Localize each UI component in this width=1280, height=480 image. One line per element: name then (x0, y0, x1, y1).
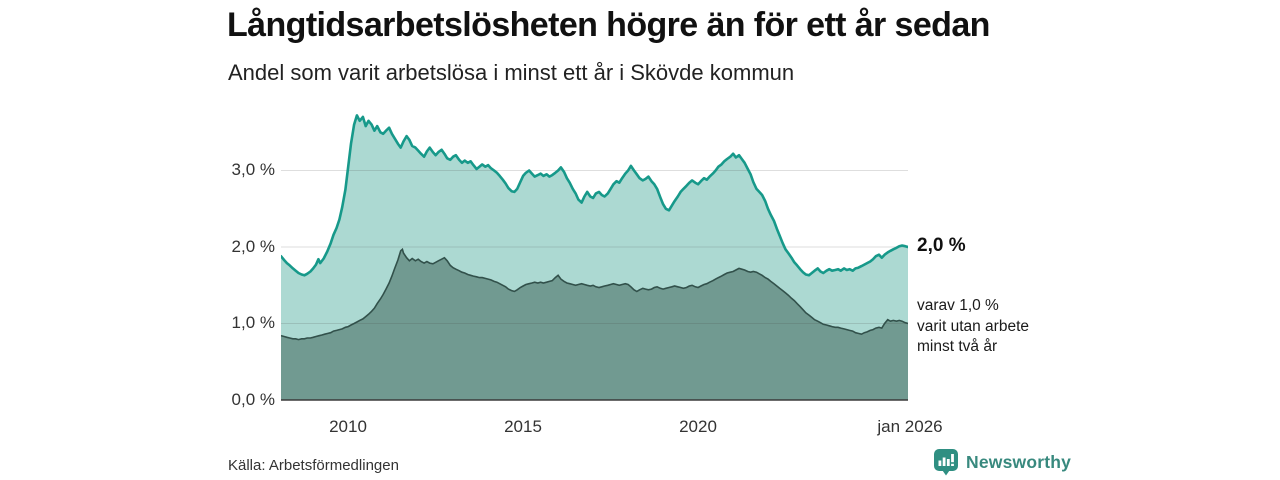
x-tick-2010: 2010 (329, 417, 367, 436)
plot-svg (281, 114, 908, 401)
y-tick-2: 2,0 % (231, 237, 275, 256)
end-value-label: 2,0 % (917, 235, 966, 256)
newsworthy-logo-text: Newsworthy (966, 451, 1072, 472)
x-tick-jan-2026: jan 2026 (877, 417, 943, 436)
area-two-years-series (281, 249, 908, 400)
end-note-line-2: varit utan arbete (917, 317, 1030, 335)
y-tick-3: 3,0 % (231, 160, 275, 179)
chart-subtitle: Andel som varit arbetslösa i minst ett å… (228, 60, 795, 85)
newsworthy-logo-link[interactable]: Newsworthy (933, 448, 1071, 476)
end-note-line-3: minst två år (917, 338, 998, 355)
end-note-label: varav 1,0 % varit utan arbete minst två … (917, 296, 1029, 358)
line-total-series (281, 114, 908, 277)
x-tick-2015: 2015 (504, 417, 542, 436)
line-two-years-series (281, 247, 908, 341)
gridlines (281, 170, 908, 324)
x-tick-2020: 2020 (679, 417, 717, 436)
y-tick-1: 1,0 % (231, 313, 275, 332)
y-tick-0: 0,0 % (231, 390, 275, 409)
page-title: Långtidsarbetslösheten högre än för ett … (227, 6, 990, 44)
source-label: Källa: Arbetsförmedlingen (228, 457, 399, 474)
newsworthy-logo-icon (933, 448, 959, 476)
area-chart (281, 97, 908, 403)
end-note-line-1: varav 1,0 % (917, 297, 999, 314)
